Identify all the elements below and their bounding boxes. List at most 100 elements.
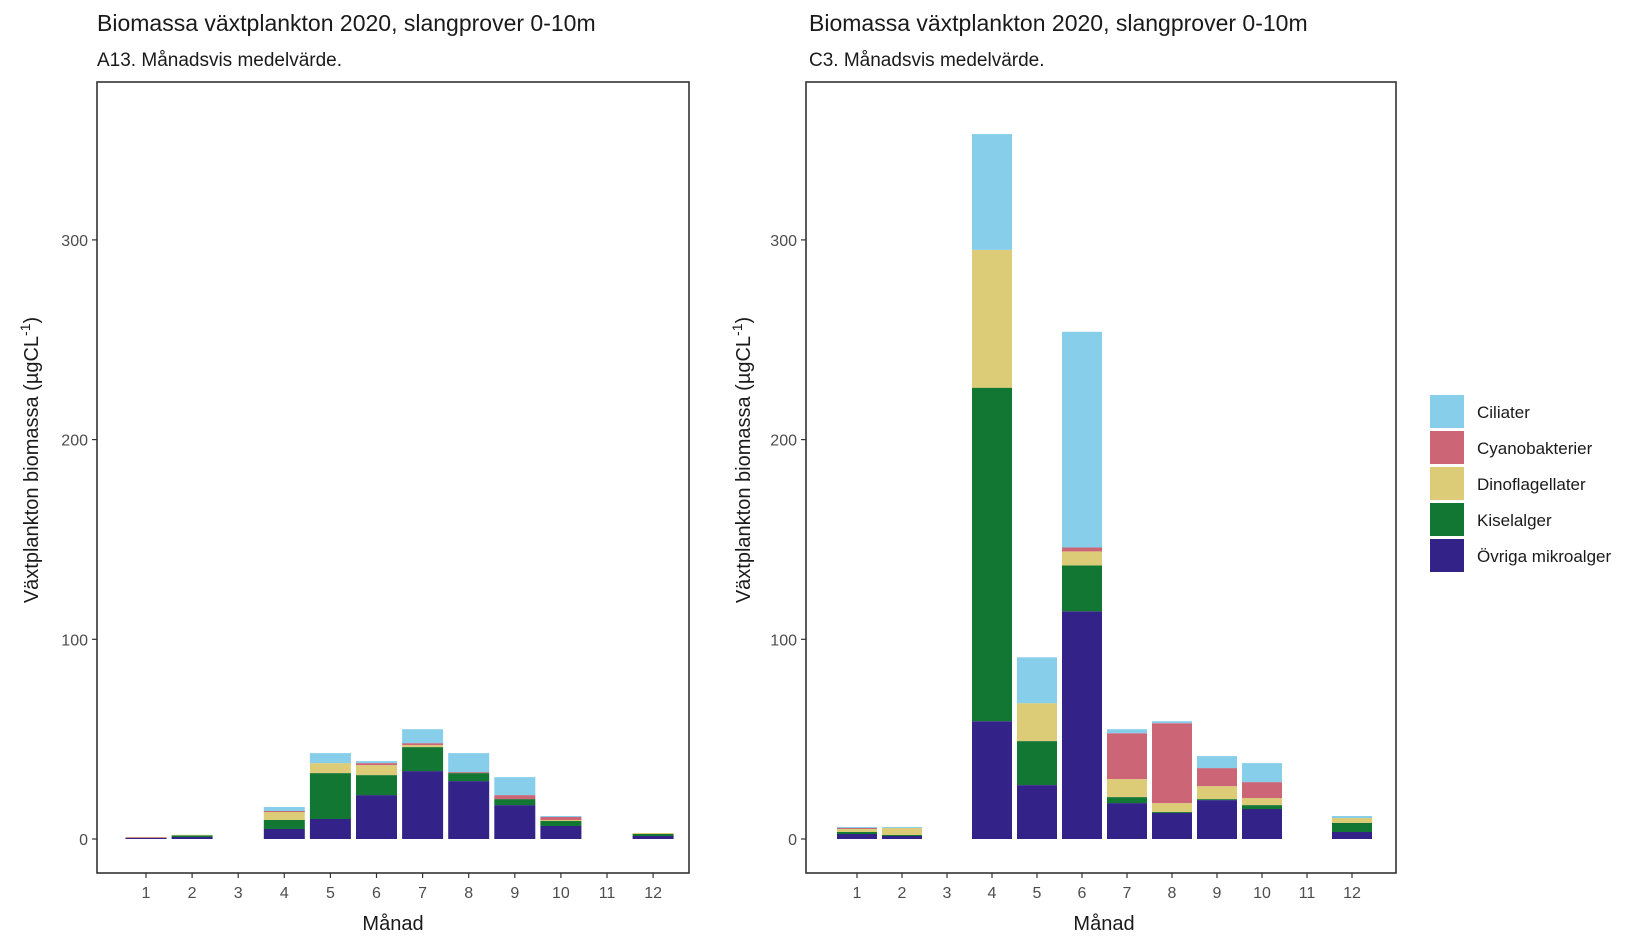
- bar-segment-month-6-ciliater: [356, 761, 397, 764]
- panel-a13: Biomassa växtplankton 2020, slangprover …: [17, 10, 690, 935]
- bar-segment-month-10-ciliater: [1242, 763, 1282, 783]
- bar-segment-month-5--vriga-mikroalger: [1017, 785, 1057, 839]
- x-tick-label: 6: [1078, 885, 1087, 902]
- bar-segment-month-7-cyanobakterier: [402, 743, 444, 746]
- x-tick-label: 8: [464, 885, 473, 902]
- bar-segment-month-4-cyanobakterier: [263, 811, 305, 812]
- bar-segment-month-8--vriga-mikroalger: [448, 781, 490, 839]
- bar-segment-month-10-dinoflagellater: [1242, 798, 1282, 806]
- y-tick-label: 200: [770, 433, 797, 450]
- y-tick-label: 0: [788, 832, 797, 849]
- y-axis-title-sup: -1: [17, 323, 33, 336]
- bar-segment-month-7-kiselalger: [1107, 797, 1147, 804]
- bar-segment-month-8-kiselalger: [448, 773, 490, 782]
- bar-segment-month-4-dinoflagellater: [972, 249, 1012, 388]
- bar-segment-month-10--vriga-mikroalger: [1242, 809, 1282, 839]
- bar-segment-month-2-kiselalger: [882, 835, 922, 836]
- bar-segment-month-1-kiselalger: [837, 832, 877, 834]
- x-tick-label: 5: [326, 885, 335, 902]
- x-tick-label: 1: [853, 885, 862, 902]
- chart-title: Biomassa växtplankton 2020, slangprover …: [809, 10, 1308, 36]
- legend-key: [1430, 539, 1464, 572]
- bar-segment-month-10-kiselalger: [1242, 805, 1282, 810]
- bar-segment-month-10-cyanobakterier: [1242, 782, 1282, 799]
- bar-segment-month-8-ciliater: [448, 753, 490, 773]
- bar-segment-month-10-ciliater: [540, 816, 582, 817]
- x-tick-label: 10: [552, 885, 570, 902]
- legend-label: Ciliater: [1477, 403, 1530, 422]
- bar-segment-month-4-kiselalger: [263, 820, 305, 829]
- bar-segment-month-9-kiselalger: [494, 799, 536, 806]
- bar-segment-month-6-kiselalger: [1062, 565, 1102, 612]
- legend-key: [1430, 467, 1464, 500]
- bar-segment-month-1-cyanobakterier: [125, 837, 167, 838]
- bar-segment-month-6-ciliater: [1062, 331, 1102, 548]
- bar-segment-month-8-kiselalger: [1152, 812, 1192, 813]
- bar-segment-month-7-ciliater: [402, 729, 444, 744]
- bar-segment-month-10-cyanobakterier: [540, 817, 582, 820]
- plot-border: [96, 81, 690, 874]
- y-axis-ticks: 0 100 200 300: [61, 233, 97, 849]
- bar-segment-month-5-dinoflagellater: [1017, 703, 1057, 742]
- x-axis-title: Månad: [362, 913, 423, 935]
- bar-segment-month-7-cyanobakterier: [1107, 733, 1147, 780]
- x-axis-ticks: 1 2 3 4 5 6 7 8 9 10 11 12: [142, 873, 662, 902]
- bar-segment-month-5-ciliater: [309, 753, 351, 764]
- bar-segment-month-12-dinoflagellater: [632, 833, 674, 834]
- bar-segment-month-6--vriga-mikroalger: [356, 795, 397, 839]
- x-tick-label: 4: [280, 885, 289, 902]
- bar-segment-month-10-dinoflagellater: [540, 820, 582, 821]
- bar-segment-month-12-ciliater: [1332, 816, 1372, 818]
- legend-label: Dinoflagellater: [1477, 475, 1586, 494]
- bar-segment-month-9-dinoflagellater: [1197, 786, 1237, 800]
- y-axis-title-sup: -1: [729, 323, 745, 336]
- bar-segment-month-6-dinoflagellater: [1062, 551, 1102, 566]
- bar-segment-month-8--vriga-mikroalger: [1152, 813, 1192, 839]
- bar-segment-month-6-dinoflagellater: [356, 765, 397, 776]
- bar-segment-month-4-ciliater: [263, 807, 305, 811]
- bar-segment-month-4--vriga-mikroalger: [263, 829, 305, 839]
- panel-c3: Biomassa växtplankton 2020, slangprover …: [729, 10, 1397, 935]
- y-tick-label: 100: [770, 632, 797, 649]
- bar-segment-month-6-cyanobakterier: [356, 763, 397, 766]
- bar-segment-month-4--vriga-mikroalger: [972, 721, 1012, 839]
- x-tick-label: 10: [1253, 885, 1271, 902]
- bar-segment-month-9-ciliater: [1197, 756, 1237, 769]
- bar-segment-month-2--vriga-mikroalger: [171, 837, 213, 839]
- chart-title: Biomassa växtplankton 2020, slangprover …: [97, 10, 596, 36]
- bar-segment-month-12--vriga-mikroalger: [632, 836, 674, 839]
- x-tick-label: 12: [644, 885, 662, 902]
- x-axis-title: Månad: [1073, 913, 1134, 935]
- bar-segment-month-7-kiselalger: [402, 747, 444, 772]
- y-tick-label: 0: [79, 832, 88, 849]
- x-tick-label: 2: [898, 885, 907, 902]
- bar-segment-month-2-ciliater: [882, 827, 922, 828]
- legend-label: Cyanobakterier: [1477, 439, 1593, 458]
- bar-segment-month-4-kiselalger: [972, 387, 1012, 722]
- y-axis-ticks: 0 100 200 300: [770, 233, 806, 849]
- bar-segment-month-12--vriga-mikroalger: [1332, 832, 1372, 839]
- y-axis-title-end: ): [733, 317, 755, 324]
- chart-subtitle: C3. Månadsvis medelvärde.: [809, 50, 1045, 71]
- bar-segment-month-1--vriga-mikroalger: [837, 834, 877, 839]
- bars-group: [125, 729, 674, 839]
- bars-group: [837, 134, 1372, 839]
- y-tick-label: 300: [61, 233, 88, 250]
- x-tick-label: 11: [599, 885, 616, 902]
- legend: Ciliater Cyanobakterier Dinoflagellater Kis…: [1430, 395, 1611, 572]
- x-tick-label: 9: [510, 885, 519, 902]
- y-axis-title: Växtplankton biomassa (µgCL-1): [17, 317, 43, 603]
- bar-segment-month-6--vriga-mikroalger: [1062, 611, 1102, 839]
- bar-segment-month-8-ciliater: [1152, 721, 1192, 724]
- bar-segment-month-9--vriga-mikroalger: [1197, 800, 1237, 839]
- y-axis-title-main: Växtplankton biomassa (µgCL: [733, 336, 755, 603]
- x-tick-label: 3: [943, 885, 952, 902]
- bar-segment-month-1--vriga-mikroalger: [125, 838, 167, 839]
- bar-segment-month-8-dinoflagellater: [1152, 803, 1192, 813]
- bar-segment-month-2--vriga-mikroalger: [882, 836, 922, 839]
- bar-segment-month-2-dinoflagellater: [882, 828, 922, 835]
- bar-segment-month-7-ciliater: [1107, 729, 1147, 734]
- bar-segment-month-4-dinoflagellater: [263, 812, 305, 820]
- bar-segment-month-10-kiselalger: [540, 821, 582, 826]
- x-tick-label: 2: [188, 885, 197, 902]
